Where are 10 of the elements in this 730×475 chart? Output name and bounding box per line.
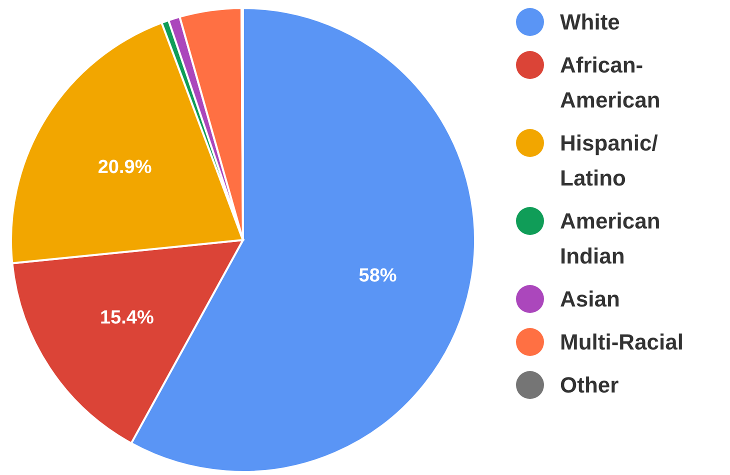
- legend-label: American Indian: [560, 208, 660, 269]
- legend-label: Multi-Racial: [560, 330, 684, 355]
- data-label: 20.9%: [98, 157, 152, 178]
- data-label: 15.4%: [100, 307, 154, 328]
- legend-label: Asian: [560, 286, 620, 312]
- legend-label: White: [560, 10, 620, 35]
- legend-label: Hispanic/Latino: [560, 130, 658, 191]
- legend-label: Other: [560, 372, 620, 398]
- data-label: 58%: [358, 265, 397, 286]
- legend-label: African-American: [560, 52, 660, 113]
